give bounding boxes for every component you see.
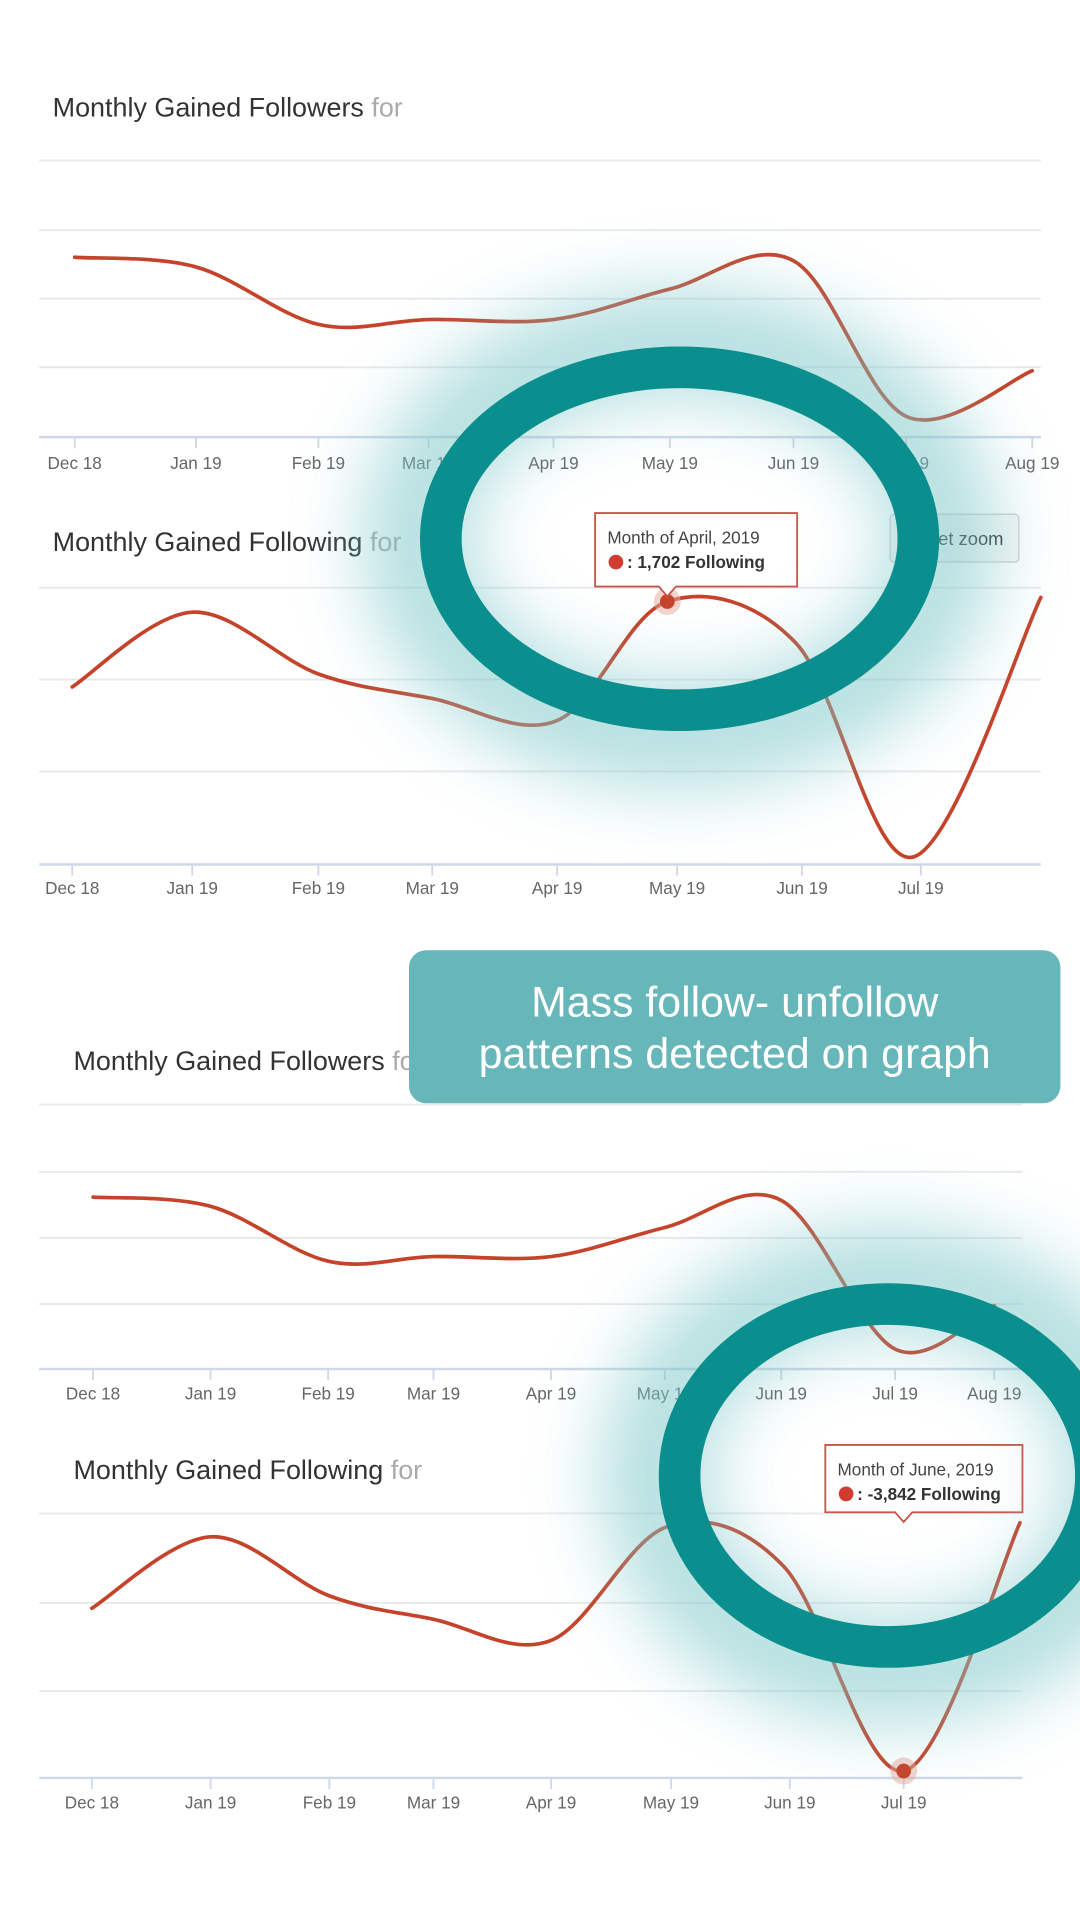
x-tick-label: Jan 19 bbox=[185, 1793, 236, 1813]
highlight-ellipse bbox=[658, 1283, 1080, 1668]
x-tick-label: Dec 18 bbox=[48, 453, 102, 473]
x-tick-label: Feb 19 bbox=[292, 878, 345, 898]
chart-title: Monthly Gained Following for bbox=[73, 1455, 422, 1485]
x-tick-label: Apr 19 bbox=[532, 878, 582, 898]
highlight-ring-2 bbox=[600, 1224, 1080, 1727]
tooltip: Month of June, 2019 : -3,842 Following bbox=[824, 1443, 1024, 1524]
x-tick-label: Feb 19 bbox=[292, 453, 345, 473]
x-tick-label: Feb 19 bbox=[303, 1793, 356, 1813]
x-tick-label: Jan 19 bbox=[185, 1384, 236, 1404]
x-tick-label: May 19 bbox=[649, 878, 705, 898]
x-tick-label: May 19 bbox=[643, 1793, 699, 1813]
chart-title-suffix: for bbox=[383, 1455, 422, 1485]
chart-title-main: Monthly Gained Following bbox=[53, 527, 363, 557]
x-tick-label: Mar 19 bbox=[407, 1793, 460, 1813]
chart-title-main: Monthly Gained Followers bbox=[53, 92, 364, 122]
series-marker-icon bbox=[608, 554, 624, 570]
x-tick-label: Jun 19 bbox=[756, 1384, 807, 1404]
x-tick-label: Apr 19 bbox=[528, 453, 578, 473]
active-data-point[interactable] bbox=[896, 1763, 912, 1779]
x-tick-label: Jul 19 bbox=[898, 878, 944, 898]
x-tick-label: Mar 19 bbox=[407, 1384, 460, 1404]
highlight-ring-1 bbox=[361, 287, 998, 790]
chart-4: Monthly Gained Following for Dec 18 Jan 19… bbox=[39, 1443, 1024, 1813]
x-tick-label: Jun 19 bbox=[776, 878, 827, 898]
x-tick-label: Apr 19 bbox=[526, 1793, 576, 1813]
chart-title-main: Monthly Gained Following bbox=[73, 1455, 383, 1485]
x-tick-label: Aug 19 bbox=[967, 1384, 1021, 1404]
tooltip-value: : 1,702 Following bbox=[627, 552, 765, 572]
x-tick-label: May 19 bbox=[642, 453, 698, 473]
chart-title: Monthly Gained Following for bbox=[53, 527, 402, 557]
chart-title: Monthly Gained Followers for bbox=[53, 92, 403, 122]
x-tick-label: Jun 19 bbox=[764, 1793, 815, 1813]
highlight-ellipse bbox=[420, 346, 940, 732]
chart-title-main: Monthly Gained Followers bbox=[73, 1046, 384, 1076]
x-tick-label: Apr 19 bbox=[526, 1384, 576, 1404]
tooltip: Month of April, 2019 : 1,702 Following bbox=[594, 512, 799, 598]
x-tick-label: Dec 18 bbox=[66, 1384, 120, 1404]
x-tick-label: Jul 19 bbox=[881, 1793, 927, 1813]
tooltip-header: Month of June, 2019 bbox=[838, 1460, 994, 1480]
x-tick-label: Jul 19 bbox=[872, 1384, 918, 1404]
x-tick-label: Aug 19 bbox=[1005, 453, 1059, 473]
active-data-point[interactable] bbox=[660, 594, 675, 609]
x-tick-label: Mar 19 bbox=[406, 878, 459, 898]
x-tick-label: Dec 18 bbox=[65, 1793, 119, 1813]
x-tick-label: Dec 18 bbox=[45, 878, 99, 898]
x-tick-label: Jan 19 bbox=[167, 878, 218, 898]
tooltip-value: : -3,842 Following bbox=[857, 1484, 1001, 1504]
tooltip-header: Month of April, 2019 bbox=[607, 528, 759, 548]
series-marker-icon bbox=[838, 1486, 854, 1502]
x-tick-label: Jan 19 bbox=[170, 453, 221, 473]
chart-1: Monthly Gained Followers for Dec 18 Jan 19… bbox=[39, 92, 1059, 473]
banner-line-1: Mass follow- unfollow bbox=[531, 978, 939, 1026]
chart-title: Monthly Gained Followers for bbox=[73, 1046, 423, 1076]
x-tick-label: Feb 19 bbox=[301, 1384, 354, 1404]
chart-title-suffix: for bbox=[364, 92, 403, 122]
banner-line-2: patterns detected on graph bbox=[479, 1030, 991, 1078]
x-tick-label: Jun 19 bbox=[768, 453, 819, 473]
annotation-banner: Mass follow- unfollow patterns detected … bbox=[408, 950, 1061, 1104]
